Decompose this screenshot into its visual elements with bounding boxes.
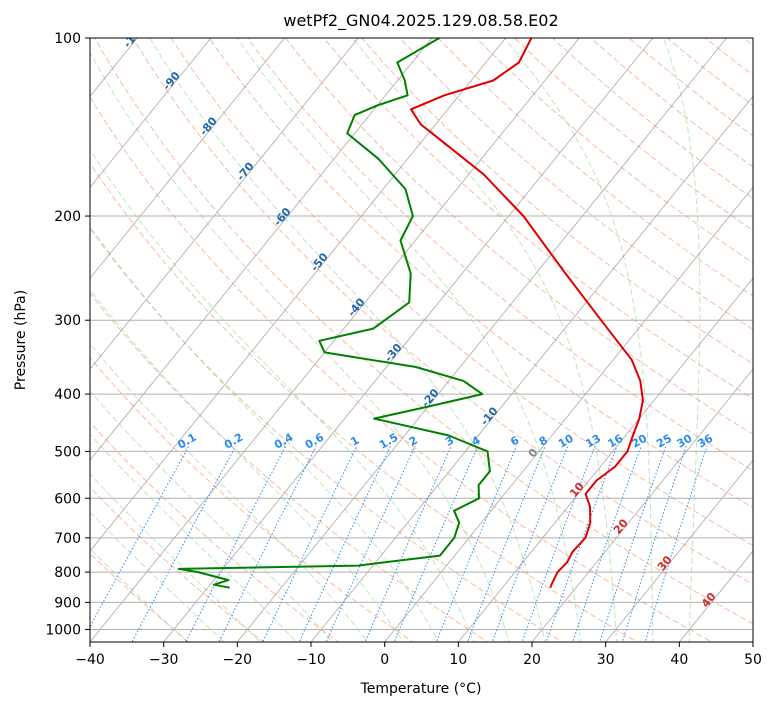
dry-adiabat (90, 292, 489, 642)
y-axis-title: Pressure (hPa) (13, 290, 29, 390)
dry-adiabat (94, 38, 753, 625)
mixing-ratio-line (185, 445, 286, 642)
x-tick-label: −20 (223, 652, 253, 668)
dry-adiabat (90, 356, 414, 642)
x-axis-title: Temperature (°C) (360, 681, 482, 697)
isotherm (384, 186, 753, 642)
y-tick-label: 800 (54, 565, 81, 581)
isotherm (605, 459, 753, 642)
isotherm (531, 368, 753, 642)
y-tick-label: 900 (54, 595, 81, 611)
x-axis: −40 −30 −20 −10 0 10 20 30 40 50 (75, 642, 762, 668)
y-tick-label: 100 (54, 31, 81, 47)
isotherm (90, 38, 433, 461)
y-tick-label: 300 (54, 313, 81, 329)
mixing-ratio-line (90, 445, 190, 628)
dry-adiabat (90, 227, 564, 642)
y-axis: 100 200 300 400 500 600 700 800 900 1000 (45, 31, 90, 638)
x-tick-label: 30 (597, 652, 615, 668)
dry-adiabat (399, 38, 753, 331)
mixing-ratio-line (545, 446, 618, 642)
temperature-line (410, 38, 644, 589)
dry-adiabat (284, 38, 753, 435)
dry-adiabat (90, 162, 639, 642)
mixing-ratio-line (131, 445, 236, 642)
mixing-ratio-line (572, 446, 642, 642)
chart-title: wetPf2_GN04.2025.129.08.58.E02 (283, 11, 558, 31)
isotherm (90, 38, 286, 279)
x-tick-label: −40 (75, 652, 105, 668)
y-tick-label: 200 (54, 209, 81, 225)
mixing-ratio-lines (90, 445, 708, 642)
mixing-ratio-line (599, 446, 667, 642)
y-tick-label: 700 (54, 531, 81, 547)
dewpoint-line (177, 38, 491, 589)
isotherm (310, 95, 753, 642)
isotherm (90, 38, 359, 370)
mixing-ratio-line (298, 445, 391, 642)
isotherm (90, 38, 580, 642)
isotherm (90, 38, 212, 188)
isotherm (457, 277, 753, 642)
plot-frame (89, 37, 754, 643)
dry-adiabat (132, 38, 753, 585)
dry-adiabat (90, 486, 265, 642)
x-tick-label: 10 (449, 652, 467, 668)
dry-adiabat (246, 38, 753, 472)
dry-adiabat (90, 552, 190, 642)
mixing-ratio-line (521, 446, 596, 642)
dry-adiabat (208, 38, 753, 509)
moist-adiabat (90, 51, 510, 642)
mixing-ratio-line (262, 445, 358, 642)
mixing-ratio-line (644, 446, 708, 642)
isotherms (90, 38, 753, 642)
x-tick-label: −30 (149, 652, 179, 668)
isotherm (90, 38, 507, 552)
mixing-ratio-line (325, 445, 416, 642)
y-tick-label: 400 (54, 387, 81, 403)
mixing-ratio-line (621, 446, 687, 642)
y-tick-label: 500 (54, 444, 81, 460)
x-tick-label: −10 (296, 652, 326, 668)
mixing-ratio-line (435, 446, 518, 642)
x-tick-label: 50 (744, 652, 762, 668)
y-tick-label: 600 (54, 491, 81, 507)
y-tick-label: 1000 (45, 622, 81, 638)
dry-adiabat (437, 38, 753, 297)
series-lines (177, 38, 644, 589)
x-tick-label: 40 (670, 652, 688, 668)
x-tick-label: 20 (523, 652, 541, 668)
dry-adiabat (361, 38, 753, 365)
isotherm (236, 38, 728, 642)
x-tick-label: 0 (380, 652, 389, 668)
dry-adiabat (323, 38, 753, 400)
isotherm (163, 38, 654, 642)
mixing-ratio-line (393, 445, 479, 642)
